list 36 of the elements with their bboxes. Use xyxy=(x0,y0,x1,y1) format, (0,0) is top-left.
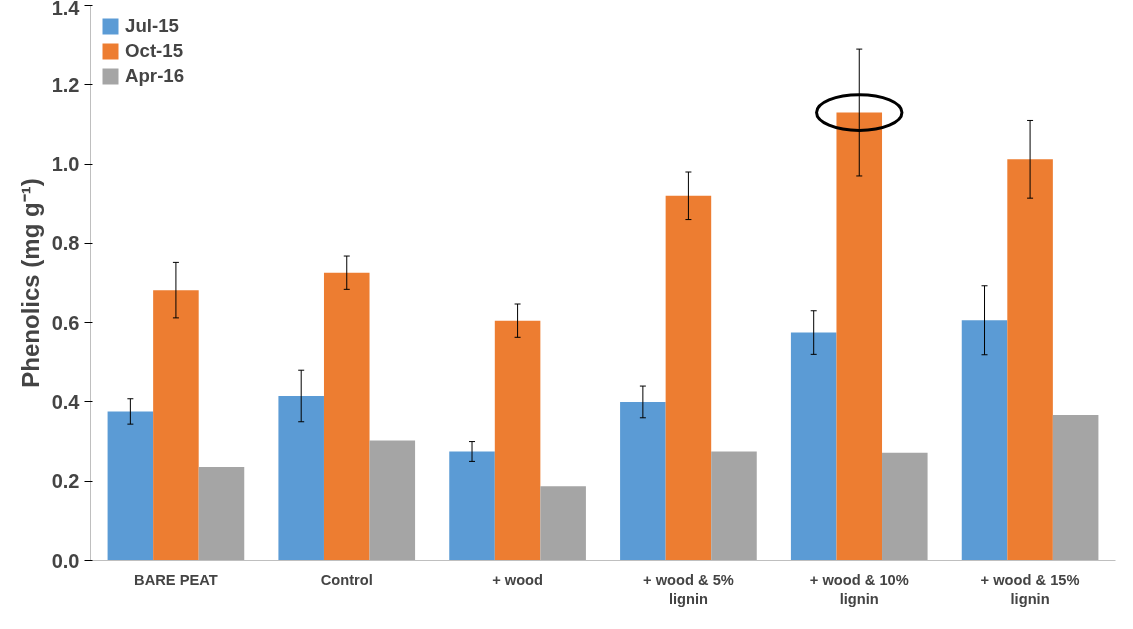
bar xyxy=(882,452,928,561)
y-tick-label: 0.8 xyxy=(51,232,80,255)
y-tick-label: 1.0 xyxy=(51,153,80,176)
bar xyxy=(790,332,837,561)
bar xyxy=(1052,415,1099,561)
y-tick-label: 0.2 xyxy=(51,470,80,493)
x-tick-label: + wood & 15% lignin xyxy=(980,571,1080,607)
legend-label: Oct-15 xyxy=(125,40,184,62)
bar xyxy=(540,486,586,561)
bar xyxy=(153,290,199,561)
legend-label: Jul-15 xyxy=(125,15,179,37)
x-tick-label: + wood & 5% lignin xyxy=(643,571,734,607)
bar xyxy=(961,320,1008,561)
bar xyxy=(369,440,416,561)
y-tick-label: 1.2 xyxy=(51,73,80,96)
bar xyxy=(711,451,757,561)
x-tick-label: + wood xyxy=(492,571,544,588)
bar xyxy=(278,395,324,561)
bar xyxy=(620,401,666,561)
legend-label: Apr-16 xyxy=(125,65,185,87)
bar xyxy=(107,411,154,561)
y-tick-label: 0.0 xyxy=(51,549,80,572)
bar xyxy=(836,112,883,561)
bar xyxy=(449,451,495,561)
bar xyxy=(198,466,245,561)
bar xyxy=(494,320,541,561)
bar xyxy=(1007,159,1053,561)
x-tick-label: BARE PEAT xyxy=(134,571,218,588)
x-tick-label: + wood & 10% lignin xyxy=(809,571,909,607)
bar xyxy=(665,195,712,561)
x-tick-label: Control xyxy=(320,571,373,588)
y-tick-label: 0.6 xyxy=(51,311,80,334)
y-axis-title: Phenolics (mg g⁻¹) xyxy=(16,178,44,388)
y-tick-label: 1.4 xyxy=(51,0,81,19)
bar xyxy=(323,272,370,561)
y-tick-label: 0.4 xyxy=(51,390,81,413)
